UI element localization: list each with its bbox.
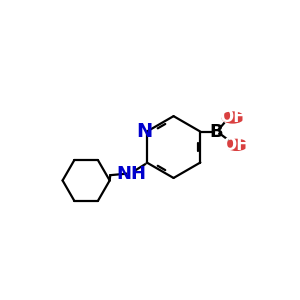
Ellipse shape bbox=[225, 139, 248, 151]
Text: OH: OH bbox=[223, 136, 250, 154]
Text: OH: OH bbox=[219, 109, 247, 127]
Text: B: B bbox=[210, 123, 223, 141]
Text: NH: NH bbox=[116, 165, 146, 183]
Ellipse shape bbox=[221, 111, 244, 124]
Text: N: N bbox=[136, 122, 153, 141]
